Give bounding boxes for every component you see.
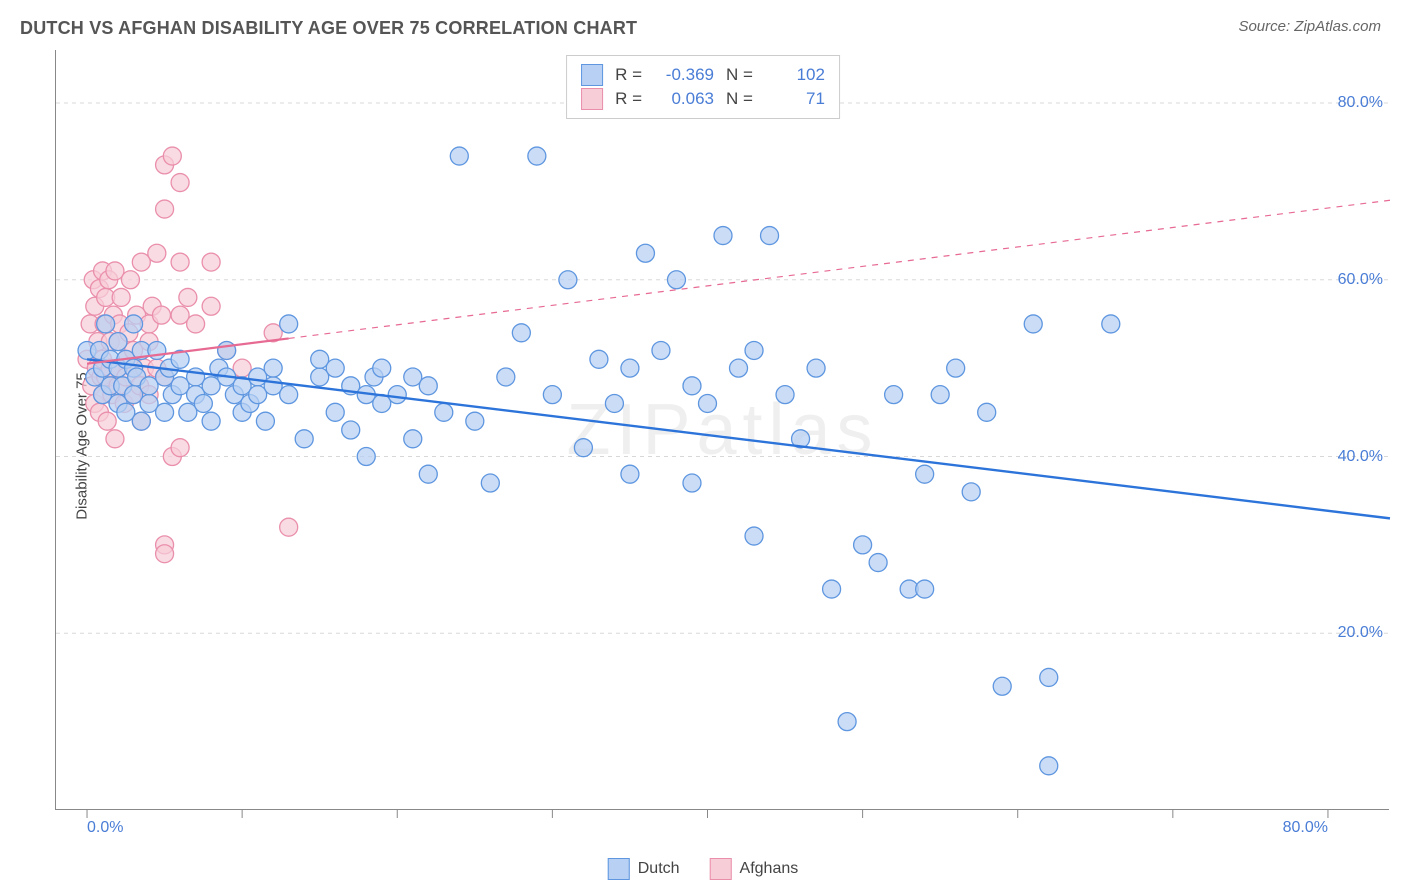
correlation-legend-row: R = 0.063 N = 71 <box>581 88 825 110</box>
n-label: N = <box>726 65 753 85</box>
series-legend-item: Dutch <box>608 858 680 880</box>
series-legend-label: Dutch <box>638 860 680 878</box>
x-tick-label: 0.0% <box>87 819 123 837</box>
correlation-legend-row: R = -0.369 N = 102 <box>581 64 825 86</box>
y-tick-label: 20.0% <box>1338 624 1383 642</box>
n-label: N = <box>726 89 753 109</box>
legend-swatch <box>581 64 603 86</box>
series-legend-item: Afghans <box>710 858 799 880</box>
source-citation: Source: ZipAtlas.com <box>1238 18 1381 35</box>
y-tick-label: 60.0% <box>1338 271 1383 289</box>
legend-swatch <box>581 88 603 110</box>
y-tick-label: 80.0% <box>1338 94 1383 112</box>
y-tick-label: 40.0% <box>1338 448 1383 466</box>
n-value: 71 <box>765 89 825 109</box>
legend-swatch <box>608 858 630 880</box>
x-tick-label: 80.0% <box>1283 819 1328 837</box>
series-legend-label: Afghans <box>740 860 799 878</box>
r-label: R = <box>615 65 642 85</box>
r-value: -0.369 <box>654 65 714 85</box>
chart-svg <box>56 50 1389 809</box>
series-legend: Dutch Afghans <box>608 858 799 880</box>
correlation-legend: R = -0.369 N = 102 R = 0.063 N = 71 <box>566 55 840 119</box>
legend-swatch <box>710 858 732 880</box>
plot-area: ZIPatlas 20.0%40.0%60.0%80.0%0.0%80.0% <box>55 50 1389 810</box>
r-label: R = <box>615 89 642 109</box>
r-value: 0.063 <box>654 89 714 109</box>
chart-container: DUTCH VS AFGHAN DISABILITY AGE OVER 75 C… <box>0 0 1406 892</box>
n-value: 102 <box>765 65 825 85</box>
chart-title: DUTCH VS AFGHAN DISABILITY AGE OVER 75 C… <box>20 18 637 39</box>
